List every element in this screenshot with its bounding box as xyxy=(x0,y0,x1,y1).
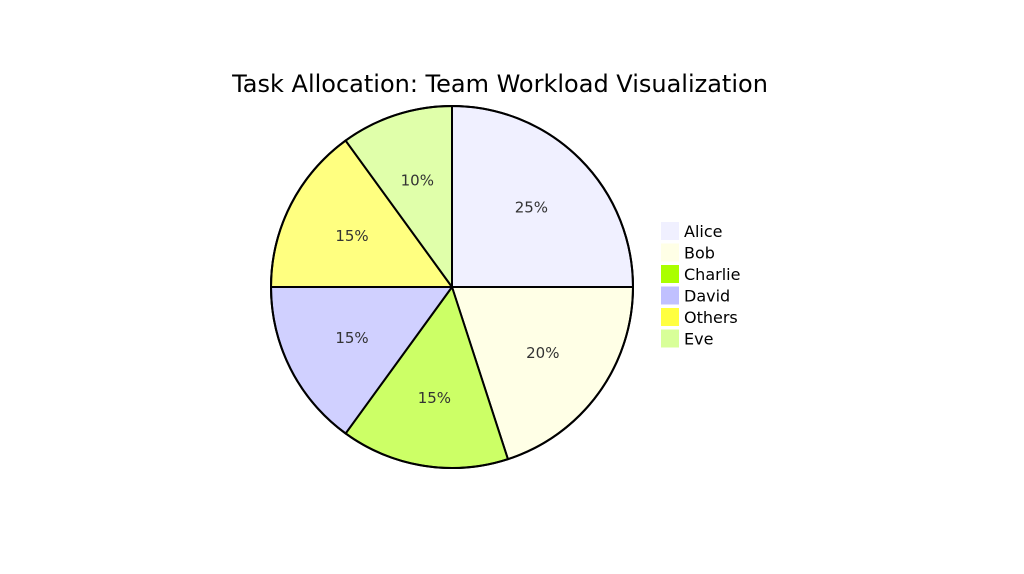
legend-swatch-eve xyxy=(661,329,679,348)
legend-item-others: Others xyxy=(661,308,738,327)
legend-item-eve: Eve xyxy=(661,329,713,349)
chart-title: Task Allocation: Team Workload Visualiza… xyxy=(231,70,768,98)
slice-label-alice: 25% xyxy=(515,199,548,217)
legend-label-bob: Bob xyxy=(684,244,715,263)
legend-item-bob: Bob xyxy=(661,243,715,263)
legend: Alice Bob Charlie David Others Eve xyxy=(661,222,740,349)
legend-item-charlie: Charlie xyxy=(661,265,740,284)
slice-label-david: 15% xyxy=(335,329,368,347)
pie-slice-alice xyxy=(451,104,635,288)
pie-slices xyxy=(269,104,635,469)
slice-label-others: 15% xyxy=(335,227,368,245)
legend-label-others: Others xyxy=(684,308,738,327)
legend-swatch-charlie xyxy=(661,265,679,283)
legend-swatch-alice xyxy=(661,222,679,240)
slice-label-bob: 20% xyxy=(526,344,559,362)
legend-item-alice: Alice xyxy=(661,222,722,241)
legend-swatch-bob xyxy=(661,243,679,262)
legend-label-eve: Eve xyxy=(684,330,713,349)
legend-item-david: David xyxy=(661,286,730,306)
slice-label-eve: 10% xyxy=(401,171,434,189)
legend-label-charlie: Charlie xyxy=(684,265,740,284)
legend-swatch-david xyxy=(661,286,679,305)
legend-label-alice: Alice xyxy=(684,222,722,241)
slice-label-charlie: 15% xyxy=(418,389,451,407)
legend-swatch-others xyxy=(661,308,679,326)
pie-outline xyxy=(270,105,634,469)
legend-label-david: David xyxy=(684,287,730,306)
pie-slice-labels: 25% 20% 15% 15% 15% 10% xyxy=(335,171,559,406)
